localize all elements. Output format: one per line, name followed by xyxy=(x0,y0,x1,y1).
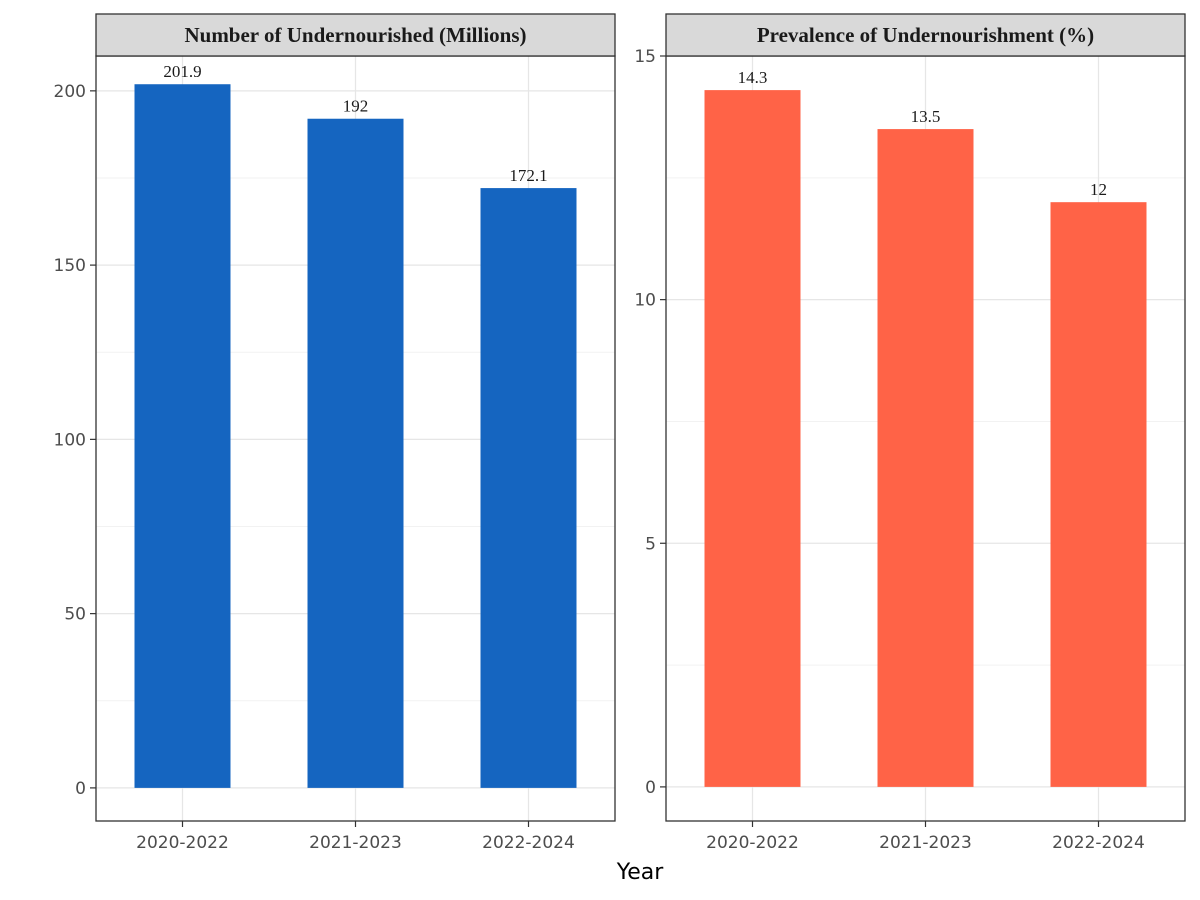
bar-value-label: 201.9 xyxy=(163,62,201,81)
bar-2022-2024 xyxy=(480,188,577,788)
bar-2020-2022 xyxy=(704,90,801,787)
x-tick-label: 2021-2023 xyxy=(879,833,972,853)
chart-panel-1: 201.9 192 172.1 Number of Undernourished (M… xyxy=(54,13,616,853)
x-tick-label: 2020-2022 xyxy=(136,833,229,853)
y-tick-label: 0 xyxy=(645,778,656,798)
bar-2022-2024 xyxy=(1050,202,1147,787)
bar-2021-2023 xyxy=(307,118,404,788)
bar-value-label: 192 xyxy=(343,97,369,116)
bar-value-label: 14.3 xyxy=(738,68,768,87)
x-tick-label: 2021-2023 xyxy=(309,833,402,853)
y-tick-label: 0 xyxy=(75,779,86,799)
chart-panel-2: 14.3 13.5 12 Prevalence of Undernourishment… xyxy=(634,13,1186,853)
facet-strip xyxy=(665,13,1186,57)
y-tick-label: 5 xyxy=(645,534,656,554)
panel-title: Prevalence of Undernourishment (%) xyxy=(757,23,1094,47)
x-axis-title: Year xyxy=(616,860,665,885)
y-tick-label: 10 xyxy=(634,291,656,311)
bar-value-label: 172.1 xyxy=(509,166,547,185)
facet-strip xyxy=(95,13,616,57)
bar-value-label: 13.5 xyxy=(911,107,941,126)
y-tick-label: 15 xyxy=(634,47,656,67)
y-tick-label: 150 xyxy=(54,256,86,276)
x-tick-label: 2020-2022 xyxy=(706,833,799,853)
bar-2021-2023 xyxy=(877,129,974,787)
y-tick-label: 50 xyxy=(64,605,86,625)
bar-2020-2022 xyxy=(134,84,231,788)
panel-title: Number of Undernourished (Millions) xyxy=(184,23,526,47)
y-tick-label: 100 xyxy=(54,430,86,450)
x-tick-label: 2022-2024 xyxy=(1052,833,1145,853)
x-tick-label: 2022-2024 xyxy=(482,833,575,853)
y-tick-label: 200 xyxy=(54,82,86,102)
bar-value-label: 12 xyxy=(1090,180,1107,199)
